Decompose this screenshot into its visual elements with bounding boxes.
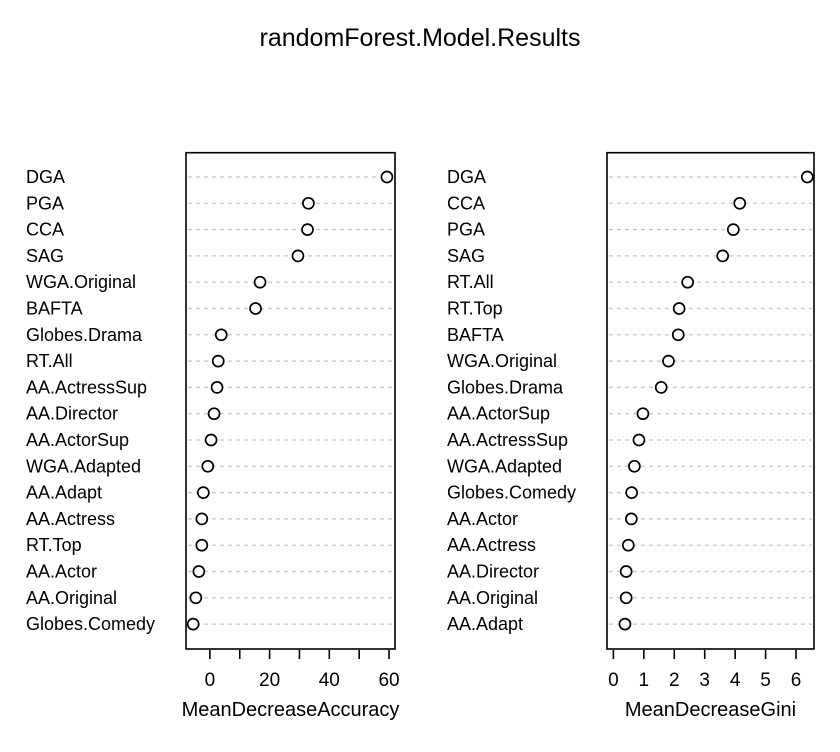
data-point [204, 433, 218, 447]
category-label: Globes.Drama [26, 325, 143, 345]
category-label: AA.Director [26, 404, 118, 424]
category-label: AA.Original [26, 588, 117, 608]
x-axis-title: MeanDecreaseAccuracy [182, 699, 400, 721]
category-label: SAG [26, 246, 64, 266]
data-point [291, 249, 305, 263]
x-tick-label: 0 [608, 670, 619, 691]
plot-box [606, 151, 815, 650]
data-point [192, 565, 206, 578]
category-label: RT.All [26, 351, 73, 371]
category-label: RT.Top [26, 535, 82, 555]
data-point [726, 223, 740, 236]
category-label: CCA [447, 193, 485, 213]
category-label: WGA.Adapted [26, 456, 141, 476]
data-point [654, 381, 668, 394]
category-label: RT.All [447, 272, 494, 292]
data-point [628, 459, 641, 473]
category-label: DGA [26, 167, 65, 187]
data-point [672, 302, 686, 315]
data-point [253, 275, 267, 289]
category-label: Globes.Comedy [447, 483, 576, 503]
x-tick-label: 40 [319, 670, 340, 691]
data-point [733, 196, 747, 210]
category-label: WGA.Adapted [447, 456, 562, 476]
category-label: WGA.Original [447, 351, 557, 371]
category-label: BAFTA [447, 325, 504, 345]
category-label: Globes.Comedy [26, 614, 155, 634]
x-tick-label: 20 [259, 670, 280, 691]
data-point [207, 407, 221, 421]
data-point [800, 170, 814, 184]
data-point [632, 433, 646, 447]
data-point [301, 223, 314, 236]
data-point [302, 196, 315, 210]
category-label: PGA [447, 220, 485, 240]
x-tick-label: 2 [669, 670, 680, 691]
data-point [195, 538, 209, 552]
x-tick-label: 4 [730, 670, 741, 691]
data-point [201, 459, 215, 473]
category-label: AA.Director [447, 562, 539, 582]
data-point [625, 512, 638, 526]
category-label: BAFTA [26, 299, 83, 319]
category-label: AA.Actress [26, 509, 115, 529]
x-tick-label: 0 [205, 670, 216, 691]
category-label: AA.ActressSup [447, 430, 568, 450]
category-label: AA.Actor [26, 562, 97, 582]
category-label: RT.Top [447, 299, 503, 319]
x-tick-label: 1 [639, 670, 650, 691]
x-axis-title: MeanDecreaseGini [625, 699, 796, 721]
data-point [210, 381, 224, 394]
data-point [211, 354, 225, 368]
category-label: CCA [26, 220, 64, 240]
data-point [618, 617, 632, 631]
category-label: AA.Adapt [447, 614, 523, 634]
data-point [671, 328, 685, 342]
plot-box [185, 151, 396, 650]
category-label: PGA [26, 193, 64, 213]
category-label: DGA [447, 167, 486, 187]
category-label: Globes.Drama [447, 377, 564, 397]
category-label: AA.ActorSup [447, 404, 550, 424]
category-label: AA.Actress [447, 535, 536, 555]
chart-main-title: randomForest.Model.Results [259, 24, 581, 52]
data-point [214, 328, 228, 342]
data-point [716, 249, 730, 263]
data-point [662, 354, 675, 368]
panel-mean-decrease-accuracy: DGA PGA CCA SAG WGA.Original BAFTA Globes.Dram… [0, 52, 420, 752]
category-label: SAG [447, 246, 485, 266]
data-point [619, 565, 633, 578]
data-point [621, 538, 635, 552]
x-tick-label: 3 [699, 670, 710, 691]
data-point [189, 591, 203, 605]
category-label: AA.Adapt [26, 483, 102, 503]
data-point [196, 486, 210, 499]
x-tick-label: 5 [760, 670, 771, 691]
panel-mean-decrease-gini: DGA CCA PGA SAG RT.All RT.Top BAFTA WGA.Origina… [420, 52, 840, 752]
dotchart-accuracy: DGA PGA CCA SAG WGA.Original BAFTA Globes.Dram… [26, 151, 400, 721]
x-tick-label: 60 [378, 670, 399, 691]
category-label: AA.ActorSup [26, 430, 129, 450]
data-point [186, 617, 200, 631]
category-label: WGA.Original [26, 272, 136, 292]
data-point [249, 302, 262, 315]
dotchart-gini: DGA CCA PGA SAG RT.All RT.Top BAFTA WGA.Origina… [447, 151, 815, 721]
data-point [636, 407, 650, 421]
data-point [380, 170, 394, 184]
data-point [195, 512, 209, 526]
x-tick-label: 6 [791, 670, 802, 691]
data-point [619, 591, 633, 605]
data-point [681, 275, 695, 289]
category-label: AA.Actor [447, 509, 518, 529]
data-point [625, 486, 639, 499]
category-label: AA.Original [447, 588, 538, 608]
category-label: AA.ActressSup [26, 377, 147, 397]
